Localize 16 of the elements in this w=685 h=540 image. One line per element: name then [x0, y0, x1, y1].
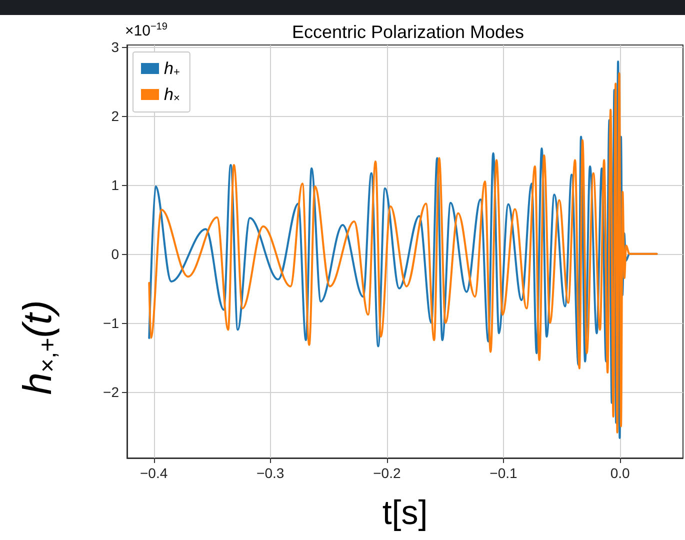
legend-label: h× — [164, 85, 180, 104]
legend-label: h+ — [164, 59, 180, 78]
x-tick-label: −0.2 — [373, 465, 401, 481]
y-tick-label: 3 — [111, 39, 120, 56]
y-tick-label: 0 — [111, 246, 120, 262]
x-tick-label: −0.3 — [256, 465, 284, 481]
y-tick-label: −2 — [103, 384, 120, 400]
x-axis-title: t[s] — [382, 494, 428, 532]
x-tick-label: 0.0 — [610, 465, 630, 481]
y-tick-label: −1 — [103, 314, 120, 331]
x-tick-label: −0.4 — [140, 465, 168, 481]
chart-title: Eccentric Polarization Modes — [292, 22, 524, 42]
y-tick-label: 2 — [111, 108, 120, 124]
x-tick-label: −0.1 — [490, 465, 518, 481]
y-tick-label: 1 — [111, 176, 120, 193]
y-axis-title: h×,+(t) — [16, 300, 62, 395]
